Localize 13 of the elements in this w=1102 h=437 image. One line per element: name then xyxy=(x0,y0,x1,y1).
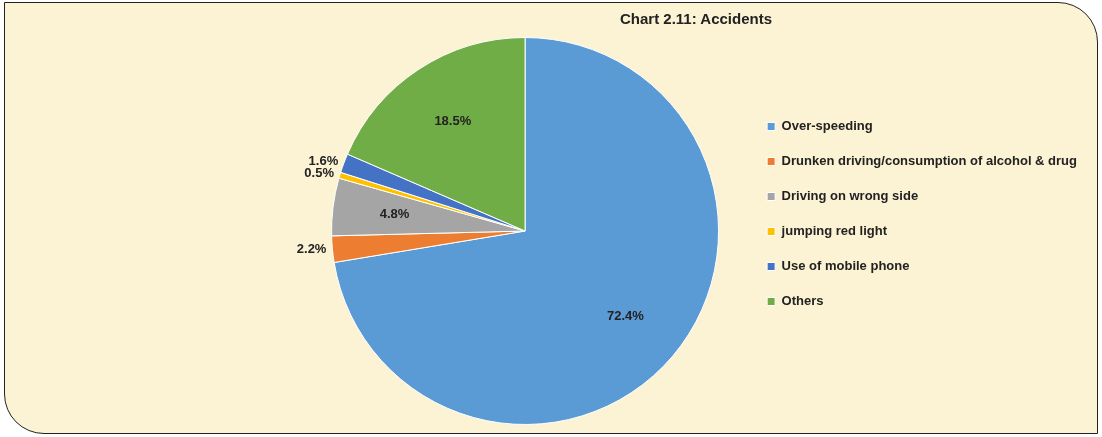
data-label: 18.5% xyxy=(434,112,472,128)
data-label: 0.5% xyxy=(304,165,335,181)
chart-title: Chart 2.11: Accidents xyxy=(620,10,772,28)
data-label: 72.4% xyxy=(606,307,645,323)
data-label: 1.6% xyxy=(308,152,339,168)
legend-label: Others xyxy=(781,293,824,309)
legend-label: Drunken driving/consumption of alcohol & drug xyxy=(781,153,1078,169)
data-label: 4.8% xyxy=(379,206,410,222)
legend-label: Use of mobile phone xyxy=(781,258,910,274)
legend-label: jumping red light xyxy=(780,223,888,239)
legend-label: Driving on wrong side xyxy=(781,188,919,204)
data-label: 2.2% xyxy=(296,241,327,257)
legend-label: Over-speeding xyxy=(781,118,873,134)
